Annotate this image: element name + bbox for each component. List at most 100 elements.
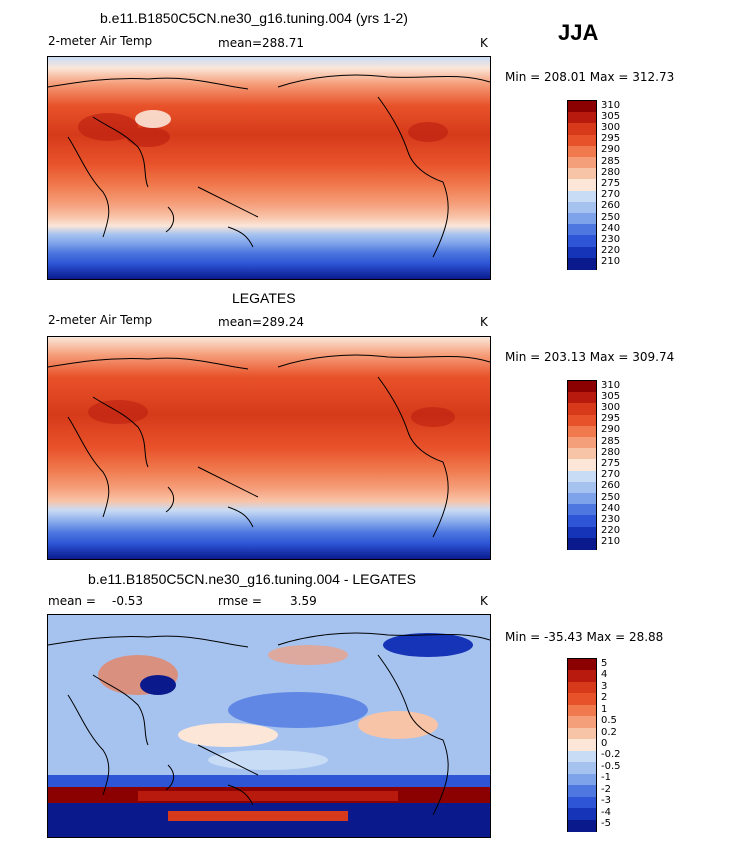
colorbar-tick-label: 305 <box>601 390 621 402</box>
colorbar-tick-label: 210 <box>601 256 621 268</box>
colorbar-tick-label: 310 <box>601 379 621 391</box>
colorbar-swatch <box>568 727 596 740</box>
colorbar-swatch <box>568 716 596 729</box>
colorbar-tick-label: 220 <box>601 245 621 257</box>
colorbar-swatch <box>568 704 596 717</box>
colorbar-tick-label: 290 <box>601 424 621 436</box>
colorbar-tick-label: 0.2 <box>601 726 617 738</box>
colorbar-swatch <box>568 235 596 248</box>
colorbar-swatch <box>568 773 596 786</box>
colorbar-swatch <box>568 168 596 181</box>
panel3-rmse-label: rmse = <box>218 594 262 608</box>
colorbar-tick-label: 280 <box>601 166 621 178</box>
colorbar-tick-label: 295 <box>601 133 621 145</box>
panel1-mean-label: mean= <box>218 36 263 50</box>
season-label: JJA <box>558 20 599 45</box>
colorbar-tick-label: 270 <box>601 189 621 201</box>
panel1-colorbar: 310 305 300 295 290 285 280 275 270 260 250 240 230 2… <box>567 100 647 270</box>
colorbar-tick-label: -4 <box>601 806 611 818</box>
colorbar-tick-label: 240 <box>601 222 621 234</box>
colorbar-tick-label: 295 <box>601 413 621 425</box>
colorbar-tick-label: 285 <box>601 435 621 447</box>
panel1-field <box>48 57 490 279</box>
colorbar-tick-label: 5 <box>601 657 608 669</box>
panel2-minmax: Min = 203.13 Max = 309.74 <box>505 350 675 364</box>
colorbar-swatch <box>568 762 596 775</box>
panel3-band-south5 <box>168 811 348 821</box>
colorbar-swatch <box>568 437 596 449</box>
colorbar-tick-label: 0.5 <box>601 715 617 727</box>
colorbar-swatch <box>568 739 596 752</box>
panel2-coastlines <box>48 354 490 538</box>
panel3-mean-label: mean = <box>48 594 96 608</box>
colorbar-tick-label: 2 <box>601 692 608 704</box>
colorbar-swatch <box>568 808 596 821</box>
colorbar-swatch <box>568 392 596 405</box>
colorbar-swatch <box>568 493 596 505</box>
colorbar-swatch <box>568 381 596 393</box>
colorbar-swatch <box>568 145 596 158</box>
colorbar-tick-label: 3 <box>601 680 608 692</box>
colorbar-tick-label: 305 <box>601 110 621 122</box>
panel2-units: K <box>480 315 488 329</box>
colorbar-swatch <box>568 819 596 832</box>
colorbar-tick-label: 250 <box>601 491 621 503</box>
colorbar-swatch <box>568 123 596 136</box>
colorbar-swatch <box>568 481 596 494</box>
panel1-hotspots <box>78 113 448 147</box>
colorbar-swatch <box>568 659 596 671</box>
colorbar-swatch <box>568 693 596 706</box>
colorbar-swatch <box>568 134 596 147</box>
colorbar-swatch <box>568 470 596 483</box>
panel3-colorbar-box <box>567 658 597 832</box>
colorbar-swatch <box>568 403 596 416</box>
colorbar-tick-label: 300 <box>601 122 621 133</box>
panel3-title: b.e11.B1850C5CN.ne30_g16.tuning.004 - LE… <box>88 571 416 587</box>
colorbar-swatch <box>568 504 596 517</box>
colorbar-tick-label: 220 <box>601 525 621 537</box>
colorbar-tick-label: 1 <box>601 703 608 715</box>
panel3-colorbar: 5 4 3 2 1 0.5 0.2 0 -0.2 -0.5 -1 -2 -3 -4 -5 <box>567 658 647 833</box>
colorbar-swatch <box>568 201 596 214</box>
colorbar-swatch <box>568 224 596 237</box>
colorbar-swatch <box>568 526 596 539</box>
colorbar-swatch <box>568 785 596 798</box>
panel1-variable: 2-meter Air Temp <box>48 34 153 48</box>
colorbar-swatch <box>568 459 596 472</box>
colorbar-tick-label: 250 <box>601 211 621 223</box>
panel3-blobs <box>98 633 473 770</box>
colorbar-swatch <box>568 537 596 550</box>
panel2-colorbar: 310 305 300 295 290 285 280 275 270 260 250 240 230 2… <box>567 380 647 550</box>
panel2-mean-label: mean= <box>218 315 263 329</box>
panel3-band-south1 <box>48 775 490 787</box>
panel3-rmse-value: 3.59 <box>290 594 317 608</box>
panel1-coastlines <box>48 74 490 258</box>
panel1-units: K <box>480 36 488 50</box>
panel2-title: LEGATES <box>232 290 296 306</box>
colorbar-tick-label: -2 <box>601 783 611 795</box>
colorbar-tick-label: 230 <box>601 514 621 525</box>
colorbar-tick-label: 260 <box>601 200 621 212</box>
colorbar-tick-label: -5 <box>601 818 611 830</box>
colorbar-swatch <box>568 190 596 203</box>
panel1-tibet <box>135 110 171 128</box>
panel2-map-svg <box>48 337 490 559</box>
colorbar-swatch <box>568 796 596 809</box>
colorbar-swatch <box>568 681 596 694</box>
colorbar-tick-label: 4 <box>601 669 608 681</box>
colorbar-tick-label: -1 <box>601 772 611 784</box>
panel1-map <box>47 56 491 280</box>
colorbar-swatch <box>568 101 596 113</box>
colorbar-tick-label: 290 <box>601 144 621 156</box>
colorbar-tick-label: 210 <box>601 536 621 548</box>
colorbar-swatch <box>568 179 596 192</box>
colorbar-tick-label: 310 <box>601 99 621 111</box>
colorbar-tick-label: 0 <box>601 738 608 749</box>
colorbar-swatch <box>568 213 596 225</box>
panel3-map-svg <box>48 615 490 837</box>
panel2-field <box>48 337 490 559</box>
panel3-band-south3 <box>138 791 398 801</box>
colorbar-tick-label: 260 <box>601 480 621 492</box>
colorbar-tick-label: -0.2 <box>601 749 621 761</box>
panel1-colorbar-box <box>567 100 597 270</box>
